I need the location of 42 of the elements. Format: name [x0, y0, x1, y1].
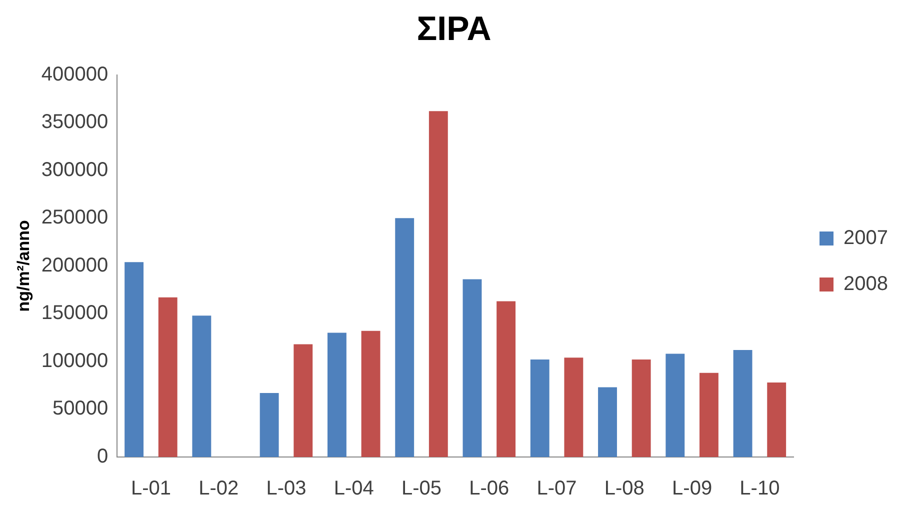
x-tick-label: L-05 — [401, 478, 442, 500]
bar — [462, 279, 482, 457]
bar — [699, 372, 718, 457]
y-tick-label: 0 — [97, 446, 108, 468]
x-tick-label: L-08 — [604, 478, 644, 500]
y-tick-label: 400000 — [41, 63, 108, 86]
y-axis-title: ng/m²/anno — [14, 220, 33, 312]
x-tick-label: L-01 — [130, 478, 171, 500]
y-tick-label: 100000 — [41, 350, 108, 372]
bar — [260, 392, 279, 457]
y-tick-label: 250000 — [41, 206, 108, 229]
bar — [327, 332, 346, 457]
bar — [124, 262, 144, 457]
bar — [294, 344, 313, 457]
x-tick-label: L-07 — [536, 478, 577, 500]
bar — [428, 111, 448, 457]
bar — [598, 387, 617, 457]
legend-label: 2008 — [844, 273, 888, 296]
x-tick-label: L-06 — [469, 478, 510, 500]
y-tick-label: 150000 — [41, 302, 108, 324]
bar — [767, 382, 786, 457]
bar — [564, 358, 584, 457]
bar — [530, 360, 550, 457]
bar — [496, 301, 516, 457]
y-tick-label: 50000 — [52, 398, 108, 420]
x-tick-label: L-04 — [334, 478, 374, 500]
x-tick-label: L-03 — [266, 478, 306, 500]
bar — [158, 297, 178, 457]
bar — [361, 330, 380, 457]
x-tick-label: L-10 — [740, 478, 780, 500]
bar — [733, 350, 752, 457]
y-tick-label: 300000 — [41, 158, 108, 181]
y-tick-label: 350000 — [41, 111, 108, 134]
x-tick-label: L-09 — [672, 478, 712, 500]
bar — [395, 218, 414, 457]
y-tick-label: 200000 — [41, 254, 108, 276]
legend-label: 2007 — [844, 227, 888, 250]
bar — [666, 354, 685, 457]
x-tick-label: L-02 — [198, 478, 239, 500]
bar — [632, 360, 651, 457]
chart-title: ΣIPA — [416, 10, 492, 48]
bar — [192, 316, 212, 457]
